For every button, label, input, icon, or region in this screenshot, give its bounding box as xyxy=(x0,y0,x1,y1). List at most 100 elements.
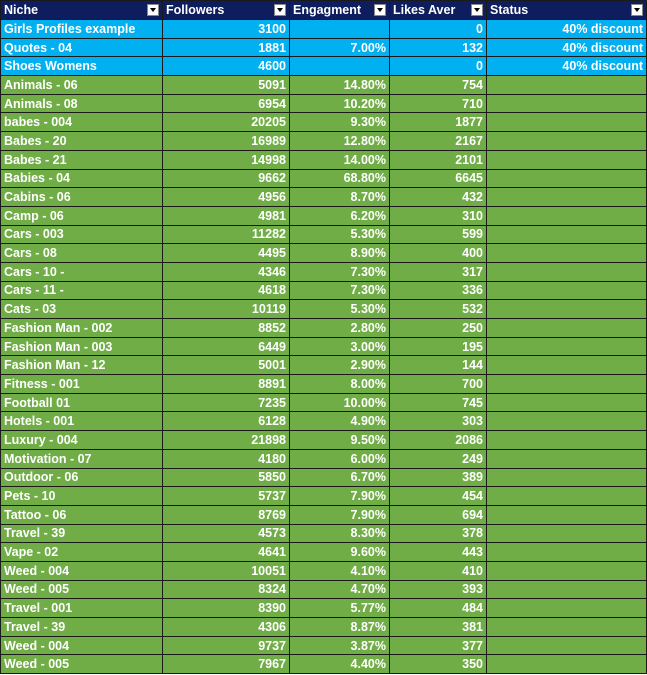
table-cell xyxy=(487,319,647,338)
table-cell: 9.60% xyxy=(290,543,390,562)
table-cell: 7.30% xyxy=(290,281,390,301)
filter-button[interactable] xyxy=(471,4,483,16)
table-cell: 0 xyxy=(390,20,487,39)
column-header: Followers xyxy=(163,0,290,20)
row-label: Fashion Man - 12 xyxy=(0,356,163,376)
row-label: Motivation - 07 xyxy=(0,449,163,469)
table-cell: 3100 xyxy=(163,20,290,39)
table-cell: 2.90% xyxy=(290,356,390,376)
table-cell: 2086 xyxy=(390,431,487,450)
table-cell: 9.50% xyxy=(290,431,390,450)
row-label: Travel - 39 xyxy=(0,618,163,637)
table-cell: 393 xyxy=(390,580,487,600)
table-cell: 68.80% xyxy=(290,169,390,189)
table-cell: 7967 xyxy=(163,655,290,675)
table-cell: 381 xyxy=(390,618,487,637)
row-label: Travel - 39 xyxy=(0,524,163,544)
table-cell: 250 xyxy=(390,319,487,338)
table-cell: 432 xyxy=(390,188,487,207)
table-cell xyxy=(487,543,647,562)
table-cell xyxy=(487,618,647,637)
table-cell: 4981 xyxy=(163,206,290,226)
table-cell: 14998 xyxy=(163,150,290,170)
table-cell: 1877 xyxy=(390,113,487,133)
table-cell: 6.70% xyxy=(290,468,390,488)
row-label: Cabins - 06 xyxy=(0,188,163,207)
filter-button[interactable] xyxy=(374,4,386,16)
table-cell xyxy=(487,487,647,506)
table-cell: 1881 xyxy=(163,38,290,58)
row-label: Cars - 11 - xyxy=(0,281,163,301)
table-cell: 4573 xyxy=(163,524,290,544)
row-label: Animals - 08 xyxy=(0,94,163,114)
table-cell: 4618 xyxy=(163,281,290,301)
table-cell: 10119 xyxy=(163,300,290,319)
table-cell: 4306 xyxy=(163,618,290,637)
column-header-label: Likes Aver xyxy=(393,3,456,17)
table-cell xyxy=(487,431,647,450)
table-cell: 454 xyxy=(390,487,487,506)
row-label: babes - 004 xyxy=(0,113,163,133)
row-label: Tattoo - 06 xyxy=(0,505,163,525)
table-cell: 7.90% xyxy=(290,505,390,525)
row-label: Fashion Man - 002 xyxy=(0,319,163,338)
table-cell xyxy=(487,206,647,226)
table-cell: 8.00% xyxy=(290,375,390,394)
row-label: Fitness - 001 xyxy=(0,375,163,394)
table-cell: 5.30% xyxy=(290,300,390,319)
row-label: Vape - 02 xyxy=(0,543,163,562)
column-header: Niche xyxy=(0,0,163,20)
table-cell xyxy=(487,580,647,600)
table-cell xyxy=(487,150,647,170)
table-cell xyxy=(487,561,647,581)
row-label: Outdoor - 06 xyxy=(0,468,163,488)
table-cell: 6.20% xyxy=(290,206,390,226)
row-label: Babes - 20 xyxy=(0,132,163,151)
column-header: Engagment xyxy=(290,0,390,20)
table-cell: 8390 xyxy=(163,599,290,618)
table-cell: 40% discount xyxy=(487,38,647,58)
table-cell: 4346 xyxy=(163,262,290,282)
table-cell xyxy=(487,393,647,413)
row-label: Weed - 004 xyxy=(0,561,163,581)
table-cell xyxy=(487,281,647,301)
table-cell: 249 xyxy=(390,449,487,469)
table-cell xyxy=(487,188,647,207)
table-cell: 7.00% xyxy=(290,38,390,58)
column-header-label: Status xyxy=(490,3,529,17)
table-cell: 2167 xyxy=(390,132,487,151)
table-cell: 378 xyxy=(390,524,487,544)
table-cell: 8.87% xyxy=(290,618,390,637)
row-label: Camp - 06 xyxy=(0,206,163,226)
table-cell: 710 xyxy=(390,94,487,114)
table-cell: 599 xyxy=(390,225,487,245)
row-label: Animals - 06 xyxy=(0,76,163,95)
table-cell: 4.70% xyxy=(290,580,390,600)
row-label: Weed - 005 xyxy=(0,655,163,675)
table-cell: 2101 xyxy=(390,150,487,170)
filter-button[interactable] xyxy=(631,4,643,16)
table-cell xyxy=(487,132,647,151)
table-cell: 8324 xyxy=(163,580,290,600)
table-cell: 7.30% xyxy=(290,262,390,282)
table-cell: 6449 xyxy=(163,337,290,357)
table-cell: 144 xyxy=(390,356,487,376)
table-cell xyxy=(487,76,647,95)
table-cell: 4600 xyxy=(163,57,290,77)
row-label: Cars - 10 - xyxy=(0,262,163,282)
table-cell: 4.40% xyxy=(290,655,390,675)
filter-button[interactable] xyxy=(147,4,159,16)
table-cell: 336 xyxy=(390,281,487,301)
table-cell: 40% discount xyxy=(487,20,647,39)
row-label: Pets - 10 xyxy=(0,487,163,506)
table-cell: 5091 xyxy=(163,76,290,95)
table-cell: 9.30% xyxy=(290,113,390,133)
table-cell: 4956 xyxy=(163,188,290,207)
table-cell: 532 xyxy=(390,300,487,319)
table-cell: 11282 xyxy=(163,225,290,245)
filter-button[interactable] xyxy=(274,4,286,16)
table-cell xyxy=(487,375,647,394)
table-cell: 3.00% xyxy=(290,337,390,357)
table-cell: 4.90% xyxy=(290,412,390,432)
